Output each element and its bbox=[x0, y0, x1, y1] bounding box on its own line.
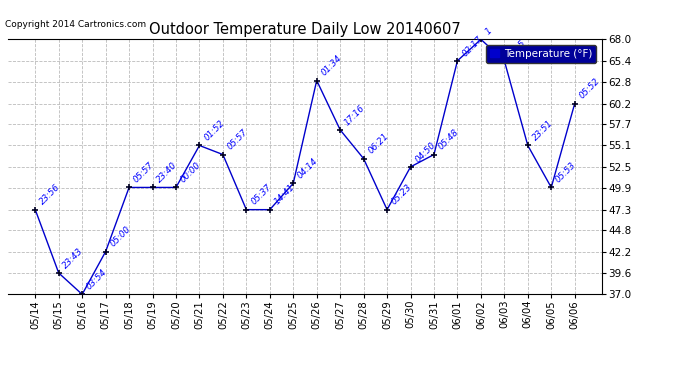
Text: 05:53: 05:53 bbox=[554, 161, 578, 184]
Text: 05:37: 05:37 bbox=[249, 183, 273, 207]
Text: 1: 1 bbox=[484, 26, 494, 37]
Text: 06:21: 06:21 bbox=[366, 132, 391, 156]
Text: 23:43: 23:43 bbox=[61, 246, 86, 270]
Text: 01:52: 01:52 bbox=[202, 119, 226, 143]
Text: 05:00: 05:00 bbox=[108, 225, 132, 249]
Text: 05:57: 05:57 bbox=[132, 161, 156, 184]
Text: 01:34: 01:34 bbox=[319, 54, 344, 78]
Text: Copyright 2014 Cartronics.com: Copyright 2014 Cartronics.com bbox=[6, 20, 146, 29]
Text: 05:52: 05:52 bbox=[578, 77, 602, 101]
Text: 23:40: 23:40 bbox=[155, 161, 179, 184]
Text: 04:14: 04:14 bbox=[296, 157, 320, 180]
Text: 23:56: 23:56 bbox=[38, 183, 62, 207]
Title: Outdoor Temperature Daily Low 20140607: Outdoor Temperature Daily Low 20140607 bbox=[149, 22, 461, 37]
Text: 05:5: 05:5 bbox=[507, 38, 527, 58]
Text: 05:57: 05:57 bbox=[226, 128, 250, 152]
Text: 04:50: 04:50 bbox=[413, 140, 437, 164]
Text: 17:16: 17:16 bbox=[343, 103, 367, 127]
Text: 23:51: 23:51 bbox=[531, 119, 555, 143]
Text: 02:17: 02:17 bbox=[460, 34, 484, 58]
Text: 14:41: 14:41 bbox=[273, 183, 297, 207]
Text: 05:48: 05:48 bbox=[437, 128, 461, 152]
Text: 05:23: 05:23 bbox=[390, 183, 414, 207]
Legend: Temperature (°F): Temperature (°F) bbox=[486, 45, 596, 63]
Text: 03:54: 03:54 bbox=[85, 268, 109, 292]
Text: 00:00: 00:00 bbox=[179, 161, 203, 184]
